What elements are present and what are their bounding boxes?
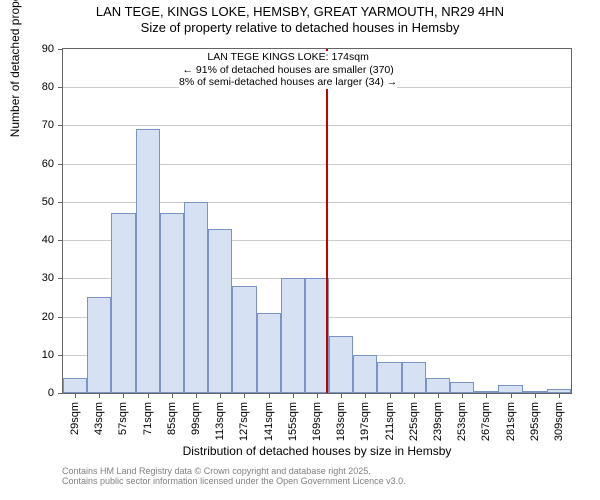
y-tick-label: 10 [14,349,54,361]
y-tick-label: 30 [14,272,54,284]
y-tick [58,355,63,356]
reference-label-line-2: 8% of semi-detached houses are larger (3… [179,76,397,89]
y-tick [58,278,63,279]
x-tick-label: 85sqm [166,402,178,452]
histogram-bar [87,297,111,393]
histogram-bar [111,213,135,393]
reference-label-line-1: ← 91% of detached houses are smaller (37… [179,64,397,77]
histogram-bar [63,378,87,393]
x-tick [390,393,391,398]
x-tick [438,393,439,398]
x-tick-label: 309sqm [553,402,565,452]
y-tick-label: 70 [14,119,54,131]
reference-label-line-0: LAN TEGE KINGS LOKE: 174sqm [179,51,397,64]
attribution-line-1: Contains HM Land Registry data © Crown c… [62,466,592,476]
gridline [63,125,571,126]
x-tick [511,393,512,398]
y-tick [58,49,63,50]
y-tick [58,393,63,394]
histogram-bar [160,213,184,393]
y-tick [58,125,63,126]
title-line-1: LAN TEGE, KINGS LOKE, HEMSBY, GREAT YARM… [0,4,600,20]
x-tick [75,393,76,398]
x-tick-label: 141sqm [263,402,275,452]
x-tick-label: 113sqm [214,402,226,452]
x-tick-label: 71sqm [142,402,154,452]
x-tick-label: 239sqm [432,402,444,452]
x-tick [293,393,294,398]
x-tick-label: 29sqm [69,402,81,452]
histogram-bar [402,362,426,393]
attribution: Contains HM Land Registry data © Crown c… [62,466,592,487]
x-tick-label: 99sqm [190,402,202,452]
x-tick [196,393,197,398]
chart-titles: LAN TEGE, KINGS LOKE, HEMSBY, GREAT YARM… [0,0,600,37]
histogram-bar [329,336,353,393]
x-tick [462,393,463,398]
y-tick [58,240,63,241]
x-tick [365,393,366,398]
y-tick-label: 40 [14,234,54,246]
x-tick-label: 183sqm [335,402,347,452]
x-tick-label: 253sqm [456,402,468,452]
histogram-bar [281,278,305,393]
y-tick-label: 60 [14,158,54,170]
x-tick [559,393,560,398]
x-tick [123,393,124,398]
reference-line [326,49,328,393]
y-tick-label: 0 [14,387,54,399]
y-tick [58,87,63,88]
y-tick-label: 20 [14,311,54,323]
y-tick-label: 50 [14,196,54,208]
x-tick-label: 169sqm [311,402,323,452]
title-line-2: Size of property relative to detached ho… [0,20,600,36]
x-tick-label: 267sqm [480,402,492,452]
x-tick [341,393,342,398]
y-axis-title: Number of detached properties [8,0,22,137]
histogram-bar [450,382,474,393]
x-tick-label: 281sqm [505,402,517,452]
x-tick [535,393,536,398]
histogram-bar [208,229,232,393]
x-tick [486,393,487,398]
x-tick-label: 295sqm [529,402,541,452]
y-tick-label: 90 [14,43,54,55]
x-tick-label: 57sqm [117,402,129,452]
x-tick [244,393,245,398]
x-tick [148,393,149,398]
chart-container: LAN TEGE, KINGS LOKE, HEMSBY, GREAT YARM… [0,0,600,500]
x-tick-label: 43sqm [93,402,105,452]
histogram-bar [136,129,160,393]
x-tick [269,393,270,398]
x-tick [220,393,221,398]
x-tick-label: 225sqm [408,402,420,452]
x-tick-label: 127sqm [238,402,250,452]
histogram-bar [232,286,256,393]
x-tick [317,393,318,398]
y-tick [58,317,63,318]
reference-label: LAN TEGE KINGS LOKE: 174sqm← 91% of deta… [179,51,397,89]
x-tick-label: 211sqm [384,402,396,452]
histogram-bar [426,378,450,393]
histogram-bar [377,362,401,393]
x-tick [414,393,415,398]
y-tick-label: 80 [14,81,54,93]
x-tick-label: 155sqm [287,402,299,452]
histogram-bar [184,202,208,393]
histogram-bar [353,355,377,393]
x-tick [99,393,100,398]
y-tick [58,202,63,203]
plot-area: LAN TEGE KINGS LOKE: 174sqm← 91% of deta… [62,48,572,394]
x-tick [172,393,173,398]
x-tick-label: 197sqm [359,402,371,452]
histogram-bar [257,313,281,393]
y-tick [58,164,63,165]
attribution-line-2: Contains public sector information licen… [62,476,592,486]
histogram-bar [498,385,522,393]
